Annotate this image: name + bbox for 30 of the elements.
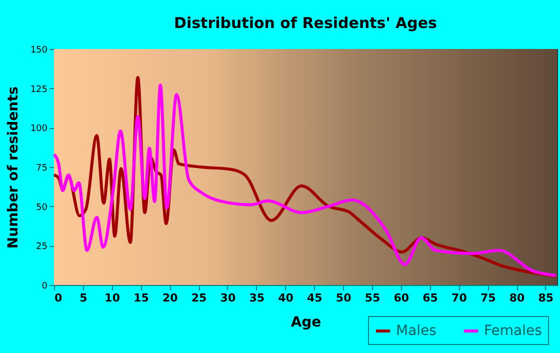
y-tick-label: 25: [36, 242, 48, 252]
y-tick-label: 75: [36, 164, 48, 174]
x-tick-label: 10: [104, 292, 120, 304]
x-tick-label: 75: [480, 292, 496, 304]
x-tick-label: 5: [80, 292, 88, 304]
x-tick-label: 15: [134, 292, 149, 304]
legend-label: Females: [484, 323, 542, 339]
x-axis-title: Age: [290, 314, 322, 330]
x-tick-label: 20: [162, 292, 178, 304]
y-tick-label: 100: [30, 124, 48, 134]
x-tick-label: 60: [394, 292, 410, 304]
y-tick-label: 0: [42, 282, 48, 292]
legend-label: Males: [396, 323, 436, 339]
y-tick-label: 50: [36, 202, 48, 213]
x-tick-label: 85: [538, 292, 554, 304]
y-tick-label: 125: [30, 84, 48, 95]
x-tick-label: 45: [307, 292, 322, 304]
x-tick-label: 80: [509, 292, 526, 304]
x-tick-label: 55: [364, 292, 380, 304]
x-tick-label: 70: [452, 292, 468, 304]
x-tick-label: 65: [422, 292, 438, 304]
y-axis-title: Number of residents: [5, 86, 22, 249]
x-tick-label: 0: [54, 292, 62, 304]
x-tick-label: 25: [191, 292, 207, 304]
x-tick-label: 40: [278, 292, 294, 304]
x-tick-label: 50: [336, 292, 352, 304]
x-tick-label: 30: [220, 292, 236, 304]
x-tick-label: 35: [249, 292, 265, 304]
chart-title: Distribution of Residents' Ages: [174, 14, 438, 32]
y-tick-label: 150: [30, 46, 48, 56]
